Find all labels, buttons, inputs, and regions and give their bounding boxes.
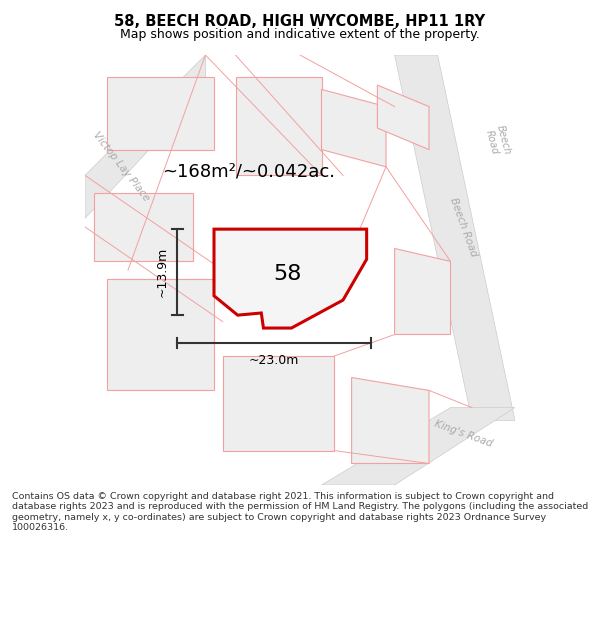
Polygon shape	[322, 89, 386, 167]
Polygon shape	[395, 55, 515, 421]
Text: Beech Road: Beech Road	[448, 196, 479, 258]
Text: ~13.9m: ~13.9m	[156, 247, 169, 298]
Text: Map shows position and indicative extent of the property.: Map shows position and indicative extent…	[120, 28, 480, 41]
Text: ~23.0m: ~23.0m	[249, 354, 299, 367]
Polygon shape	[322, 408, 515, 485]
Polygon shape	[352, 378, 429, 464]
Text: Victop Lay Place: Victop Lay Place	[91, 130, 152, 204]
Polygon shape	[377, 85, 429, 149]
Text: ~168m²/~0.042ac.: ~168m²/~0.042ac.	[162, 162, 335, 180]
Text: Contains OS data © Crown copyright and database right 2021. This information is : Contains OS data © Crown copyright and d…	[12, 492, 588, 532]
Text: Beech
Road: Beech Road	[484, 124, 512, 158]
Text: 58: 58	[273, 264, 301, 284]
Polygon shape	[107, 279, 214, 391]
Polygon shape	[94, 192, 193, 261]
Polygon shape	[107, 76, 214, 149]
Polygon shape	[214, 229, 367, 328]
Polygon shape	[235, 76, 322, 176]
Polygon shape	[395, 249, 451, 334]
Text: King's Road: King's Road	[433, 418, 494, 449]
Polygon shape	[85, 55, 205, 218]
Text: 58, BEECH ROAD, HIGH WYCOMBE, HP11 1RY: 58, BEECH ROAD, HIGH WYCOMBE, HP11 1RY	[115, 14, 485, 29]
Polygon shape	[223, 356, 334, 451]
